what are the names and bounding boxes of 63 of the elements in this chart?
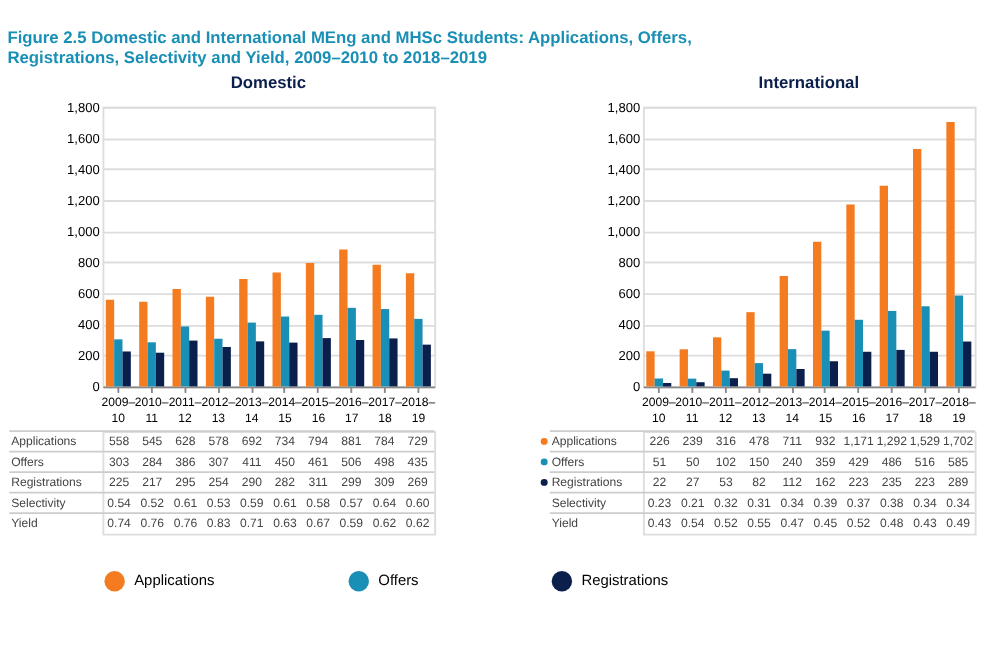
bar: [729, 378, 738, 387]
bar: [205, 296, 215, 387]
bar: [879, 185, 888, 387]
caption: Figure 2.5 Domestic and International MEng and MHSc Students: Applications, Offers, Registrations, Selectivity and Yield, 2009–2010 to 2018–2019: [7, 26, 692, 68]
bar: [779, 275, 788, 387]
bar: [347, 307, 356, 387]
bar: [654, 378, 663, 387]
bar: [422, 344, 431, 387]
bar: [272, 272, 281, 387]
bar: [896, 349, 905, 387]
legend-label: Applications: [134, 570, 215, 589]
bar: [821, 330, 830, 387]
bar: [172, 288, 181, 387]
bar: [105, 299, 115, 387]
bar: [929, 351, 939, 387]
bar: [787, 349, 797, 387]
bar: [414, 318, 423, 387]
bar: [812, 241, 822, 387]
bar: [389, 338, 398, 387]
bar: [746, 312, 755, 387]
bar: [846, 204, 855, 387]
bar: [854, 319, 863, 387]
bar: [355, 339, 365, 387]
bar: [114, 339, 123, 387]
bar: [155, 352, 165, 387]
bar: [829, 361, 838, 387]
bar: [239, 278, 248, 387]
bar: [372, 264, 381, 387]
bar: [122, 351, 131, 387]
bar: [796, 369, 805, 387]
bar: [963, 341, 972, 387]
bar: [721, 370, 730, 387]
bar: [954, 295, 964, 387]
bar: [305, 263, 315, 387]
bar: [189, 340, 198, 387]
bar: [314, 314, 323, 387]
bar: [222, 346, 231, 387]
bar: [862, 351, 872, 387]
bar: [289, 342, 298, 387]
bar: [180, 326, 190, 387]
bar: [888, 310, 897, 387]
bar: [405, 273, 415, 387]
bar: [913, 148, 922, 387]
bar: [147, 342, 156, 387]
bar: [754, 363, 763, 387]
bar: [921, 306, 930, 387]
bar: [247, 322, 256, 387]
bar: [646, 351, 655, 387]
legend-label: Offers: [378, 570, 420, 589]
bar: [339, 249, 348, 387]
bar: [214, 338, 223, 387]
bar: [679, 349, 688, 387]
chart-title: International: [758, 72, 860, 93]
bar: [380, 309, 390, 387]
bar: [946, 122, 955, 387]
bar: [280, 316, 290, 387]
legend-label: Registrations: [581, 570, 669, 589]
bar: [322, 338, 331, 387]
bar: [712, 337, 722, 387]
bar: [139, 301, 148, 387]
chart-title: Domestic: [230, 72, 307, 93]
bar: [762, 373, 772, 387]
bar: [255, 341, 265, 387]
